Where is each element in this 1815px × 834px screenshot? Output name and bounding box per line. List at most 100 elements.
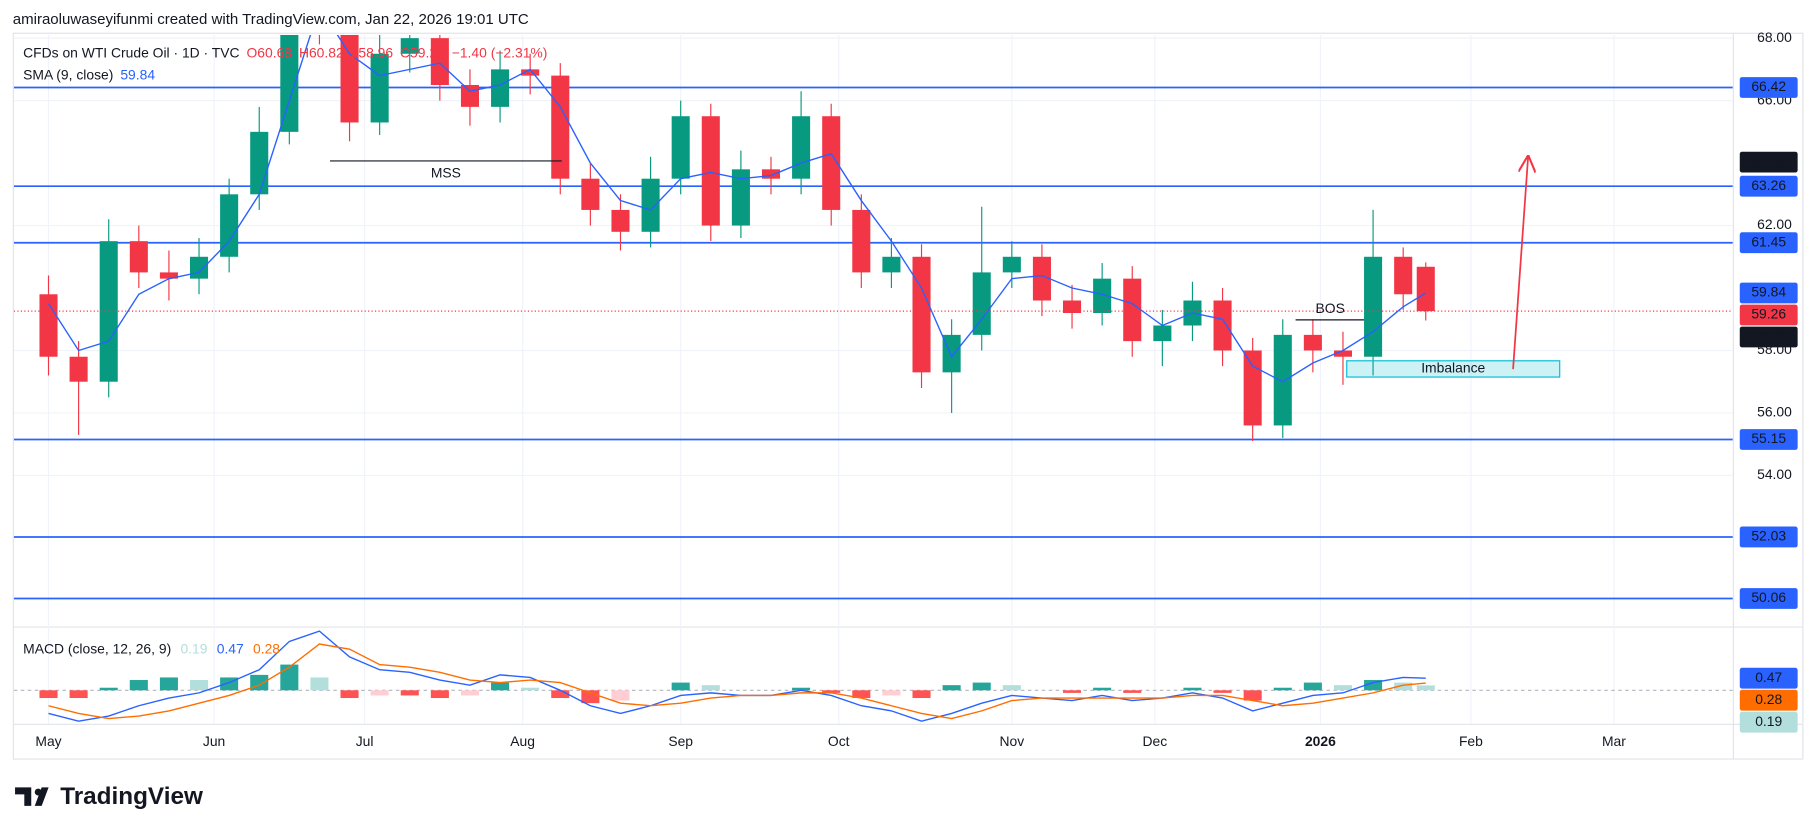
price-badge-label: 0.28: [1755, 691, 1782, 707]
header-text: amiraoluwaseyifunmi created with Trading…: [13, 11, 529, 28]
histogram-bar: [521, 687, 540, 691]
candle-body: [882, 256, 901, 273]
legend: MACD (close, 12, 26, 9) 0.19 0.47 0.28: [23, 640, 280, 656]
candle-body: [551, 75, 570, 179]
price-badge: [1739, 526, 1798, 548]
candle-body: [761, 169, 781, 179]
price-badge: [1739, 77, 1798, 98]
histogram-bar: [1243, 690, 1262, 701]
candle-body: [1243, 350, 1262, 426]
candle-body: [1153, 325, 1172, 342]
candle-body: [1213, 300, 1232, 351]
candle-body: [701, 116, 720, 226]
x-tick-label: Sep: [668, 733, 693, 749]
x-tick-label: Jul: [356, 733, 374, 749]
histogram-bar: [1416, 685, 1435, 691]
axes: May Jun Jul Aug Sep Oct Nov Dec 2026 Feb Mar 54.00 5…: [23, 29, 1798, 749]
candle-body: [641, 178, 660, 232]
candle-body: [731, 169, 750, 226]
candle-body: [521, 69, 540, 76]
price-badge: [1739, 711, 1798, 733]
candle-body: [1416, 266, 1435, 312]
legend-item: C59.26: [400, 44, 445, 60]
histogram-bar: [1002, 685, 1021, 691]
price-badge-label: 52.03: [1751, 528, 1786, 544]
price-pane: MSS BOS Imbalance: [13, 35, 1733, 600]
candle-body: [280, 35, 299, 132]
price-badge-label: 61.45: [1751, 233, 1786, 249]
histogram-bar: [370, 690, 389, 696]
imbalance-zone: [1346, 360, 1561, 378]
histogram-bar: [882, 690, 901, 696]
x-tick-label: May: [35, 733, 61, 749]
imbalance-label: Imbalance: [1421, 360, 1485, 376]
histogram-bar: [1394, 682, 1413, 691]
legend-item: MACD (close, 12, 26, 9): [23, 640, 171, 656]
price-badge-label: 0.47: [1755, 669, 1782, 685]
candle-body: [942, 334, 961, 373]
candle-body: [1333, 350, 1353, 357]
price-badge: [1739, 667, 1798, 689]
candle-body: [129, 241, 148, 273]
candle-body: [671, 116, 690, 179]
x-tick-label: Nov: [999, 733, 1024, 749]
x-tick-label: Jun: [203, 733, 225, 749]
histogram-bar: [129, 680, 148, 691]
legend-item: 0.28: [253, 640, 280, 656]
histogram-bar: [942, 685, 961, 691]
histogram-bar: [822, 690, 841, 693]
price-badge-label: 59.26: [1751, 306, 1786, 322]
candle-body: [1123, 278, 1142, 342]
histogram-bar: [1303, 682, 1322, 691]
candle-body: [1002, 256, 1021, 273]
price-badge-label: 55.15: [1751, 430, 1786, 446]
brand-name: TradingView: [60, 783, 203, 810]
x-tick-label: Feb: [1459, 733, 1483, 749]
candle-body: [220, 194, 239, 257]
histogram-bar: [1333, 685, 1353, 691]
histogram-bar: [280, 664, 299, 691]
candle-body: [822, 116, 841, 210]
legend-item: 0.19: [180, 640, 207, 656]
histogram-bar: [460, 690, 479, 696]
mss-label: MSS: [431, 164, 461, 180]
candle-body: [491, 69, 510, 107]
candle-body: [581, 178, 600, 210]
histogram-bar: [792, 687, 811, 691]
candle-body: [912, 256, 931, 373]
candle-body: [189, 256, 209, 279]
y-tick-label: 54.00: [1757, 466, 1792, 482]
candle-body: [1063, 300, 1082, 314]
price-badge: [1739, 689, 1798, 711]
candle-body: [852, 209, 871, 273]
y-tick-label: 68.00: [1757, 29, 1792, 45]
candle-body: [400, 38, 419, 54]
histogram-bar: [701, 685, 720, 691]
logo-dot: [34, 788, 42, 796]
candle-body: [1093, 278, 1112, 314]
legend-item: 59.84: [120, 66, 155, 82]
histogram-bar: [340, 690, 359, 699]
histogram-bar: [1273, 687, 1292, 691]
candle-body: [1032, 256, 1051, 301]
x-tick-label: 2026: [1305, 733, 1336, 749]
histogram-bar: [1213, 690, 1232, 693]
candle-body: [1364, 256, 1383, 357]
sma-line: [47, 35, 1427, 383]
histogram-bar: [611, 690, 630, 701]
legend-item: O60.68: [246, 44, 292, 60]
grid: [13, 35, 1733, 724]
signal-line: [48, 643, 1426, 720]
legend-item: L58.96: [351, 44, 394, 60]
histogram-bar: [39, 690, 58, 699]
x-tick-label: Mar: [1602, 733, 1626, 749]
price-badge: [1739, 282, 1798, 304]
legend-item: H60.82: [299, 44, 344, 60]
histogram-bar: [1123, 690, 1142, 693]
x-tick-label: Dec: [1142, 733, 1167, 749]
price-badge-label: 66.42: [1751, 78, 1786, 94]
y-tick-label: 62.00: [1757, 216, 1792, 232]
histogram-bar: [400, 690, 419, 696]
candle-body: [1394, 256, 1413, 295]
